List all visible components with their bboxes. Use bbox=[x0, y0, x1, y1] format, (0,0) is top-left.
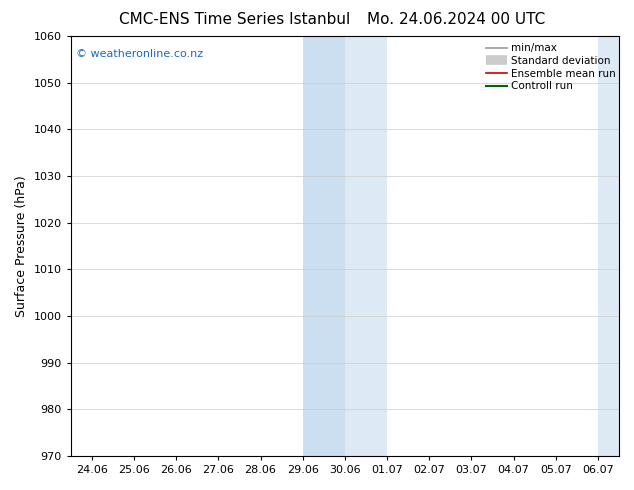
Text: CMC-ENS Time Series Istanbul: CMC-ENS Time Series Istanbul bbox=[119, 12, 350, 27]
Bar bbox=[598, 36, 619, 456]
Legend: min/max, Standard deviation, Ensemble mean run, Controll run: min/max, Standard deviation, Ensemble me… bbox=[484, 41, 618, 94]
Text: Mo. 24.06.2024 00 UTC: Mo. 24.06.2024 00 UTC bbox=[367, 12, 546, 27]
Bar bbox=[345, 36, 387, 456]
Text: © weatheronline.co.nz: © weatheronline.co.nz bbox=[76, 49, 204, 59]
Y-axis label: Surface Pressure (hPa): Surface Pressure (hPa) bbox=[15, 175, 28, 317]
Bar bbox=[302, 36, 345, 456]
